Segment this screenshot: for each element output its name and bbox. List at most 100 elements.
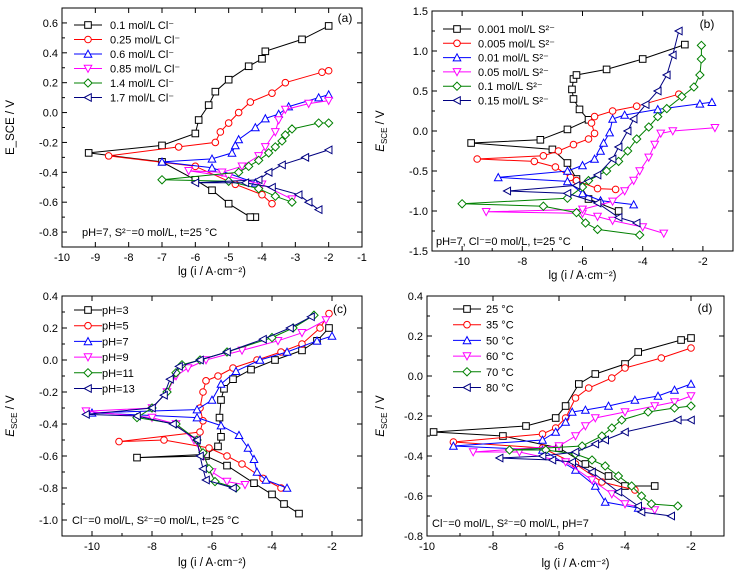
legend-label: pH=3 [102,305,129,317]
legend-label: 0.6 mol/L Cl⁻ [110,49,174,61]
data-point-marker [258,54,266,63]
data-point-marker [268,89,276,97]
y-tick-label: 0.2 [43,323,58,335]
data-point-marker [267,182,276,192]
data-point-marker [591,370,600,378]
data-point-marker [669,398,680,407]
data-point-marker [603,401,614,410]
y-tick-label: -0.8 [39,483,58,495]
data-point-marker [216,420,226,430]
x-tick-label: -8 [488,541,498,553]
conditions-annotation: pH=7, Cl⁻=0 mol/L, t=25 °C [436,236,571,248]
legend-marker [83,92,92,103]
data-point-marker [217,433,225,441]
data-point-marker [580,218,591,228]
data-point-marker [323,118,334,128]
data-point-marker [263,148,274,158]
data-point-marker [689,82,699,92]
data-point-marker [673,26,683,36]
data-point-marker [537,451,547,461]
data-point-marker [280,105,290,115]
legend-marker [463,320,471,329]
y-tick-label: 0.0 [43,355,58,367]
y-tick-label: -0.6 [404,491,423,503]
data-point-marker [253,175,263,185]
data-point-marker [567,457,576,467]
data-point-marker [604,127,615,137]
data-point-marker [157,174,167,185]
data-point-marker [577,441,587,451]
data-point-marker [229,375,237,383]
data-point-marker [293,190,303,200]
x-tick-label: -6 [190,252,200,264]
legend-label: 25 °C [486,304,514,316]
data-point-marker [468,448,478,457]
series-line [453,383,692,509]
data-point-marker [494,453,504,463]
data-point-marker [214,372,222,380]
data-point-marker [84,149,93,157]
data-point-marker [593,184,602,193]
data-point-marker [249,454,259,463]
data-point-marker [650,402,660,411]
data-point-marker [622,146,633,156]
data-point-marker [640,99,650,110]
data-point-marker [611,185,620,194]
data-point-marker [672,415,682,425]
data-point-marker [216,379,226,388]
data-point-marker [237,162,247,172]
data-point-marker [277,136,287,146]
legend-label: 1.4 mol/L Cl⁻ [110,78,174,90]
data-point-marker [234,134,244,144]
y-tick-label: -0.4 [404,451,423,463]
data-point-marker [551,414,560,422]
data-point-marker [192,404,202,414]
y-tick-label: 0.5 [413,86,428,98]
y-axis-title-unit: / V [375,395,387,413]
y-tick-label: 0.2 [43,78,58,90]
data-point-marker [600,435,609,445]
y-tick-label: 0.6 [43,18,58,30]
legend-label: 60 °C [486,351,514,363]
data-point-marker [160,436,168,444]
legend-marker [462,382,471,393]
data-point-marker [147,413,157,423]
chart-panel-d: -10 -8 -6 -4 -2 -0.8 -0.6 -0.4 -0.2 0.0 0.2 0.4 25 °… [375,291,725,570]
data-point-marker [467,139,475,147]
data-point-marker [493,172,503,182]
y-tick-label: -1.5 [409,246,428,258]
x-tick-label: -2 [686,541,696,553]
data-point-marker [650,482,659,490]
data-point-marker [281,78,290,87]
data-point-marker [287,197,297,207]
legend-label: pH=7 [102,336,129,348]
data-point-marker [133,453,141,462]
data-point-marker [448,441,459,450]
y-axis-title: ESCE / V [375,395,389,437]
data-point-marker [224,199,233,208]
data-point-marker [157,156,167,166]
data-point-marker [560,458,571,467]
legend-marker [83,64,93,74]
data-point-marker [207,154,217,163]
y-tick-label: -0.4 [39,419,58,431]
legend-label: 70 °C [486,367,514,379]
data-point-marker [608,107,617,115]
data-point-marker [620,408,630,417]
data-point-marker [233,167,244,178]
data-point-marker [602,65,611,74]
data-point-marker [644,153,654,163]
data-point-marker [240,481,250,490]
data-point-marker [568,85,576,94]
data-point-marker [554,442,564,451]
data-point-marker [195,451,204,461]
data-point-marker [592,198,602,208]
legend-label: pH=5 [102,321,129,333]
data-point-marker [669,385,680,394]
data-point-marker [199,388,207,396]
data-point-marker [653,391,663,400]
y-axis-title-subscript: SCE [380,413,389,429]
data-point-marker [595,146,606,155]
data-point-marker [575,380,583,388]
